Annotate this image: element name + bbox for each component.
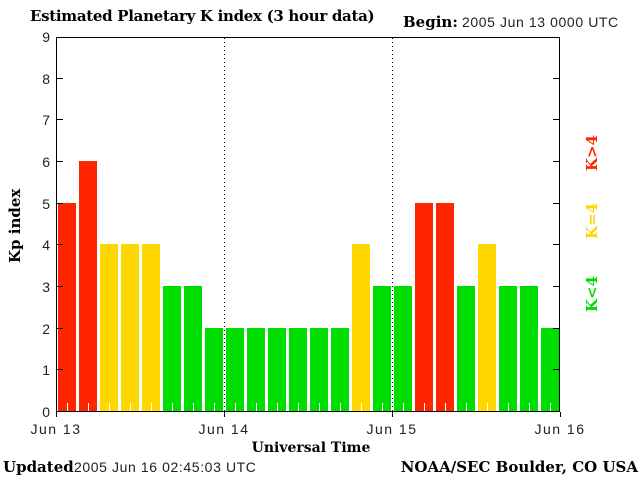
updated-label: Updated xyxy=(3,458,74,476)
updated-timestamp: 2005 Jun 16 02:45:03 UTC xyxy=(74,459,257,475)
kp-bar xyxy=(477,244,496,411)
day-boundary-tick xyxy=(56,412,57,417)
kp-bar xyxy=(414,203,433,411)
x-day-label: Jun 13 xyxy=(30,421,82,437)
x-day-label: Jun 15 xyxy=(366,421,418,437)
kp-bar xyxy=(330,328,349,411)
x-minor-tick xyxy=(213,403,215,411)
x-minor-tick xyxy=(87,403,89,411)
chart-title: Estimated Planetary K index (3 hour data… xyxy=(30,7,375,25)
legend-k-gt-4: K>4 xyxy=(583,134,601,172)
y-tick-left xyxy=(57,244,63,246)
y-tick-left xyxy=(57,119,63,121)
x-minor-tick xyxy=(402,403,404,411)
y-tick-left xyxy=(57,369,63,371)
kp-bar xyxy=(351,244,370,411)
x-minor-tick xyxy=(297,403,299,411)
y-tick-right xyxy=(553,286,559,287)
y-tick-right xyxy=(553,119,559,121)
x-axis-title: Universal Time xyxy=(251,440,371,456)
x-minor-tick xyxy=(423,403,425,411)
y-tick-label: 8 xyxy=(42,70,50,87)
y-tick-label: 6 xyxy=(42,154,50,170)
x-minor-tick xyxy=(444,403,446,411)
y-tick-label: 4 xyxy=(42,237,50,254)
x-minor-tick xyxy=(360,403,362,411)
y-tick-left xyxy=(57,161,63,162)
day-boundary-tick xyxy=(560,412,561,417)
y-tick-left xyxy=(57,77,63,79)
kp-bar xyxy=(372,286,391,411)
y-tick-label: 7 xyxy=(42,112,50,129)
kp-bar xyxy=(141,244,160,411)
kp-bar xyxy=(246,328,265,411)
x-minor-tick xyxy=(255,403,257,411)
y-tick-left xyxy=(57,202,63,204)
source-credit: NOAA/SEC Boulder, CO USA xyxy=(400,458,638,476)
kp-bar xyxy=(78,161,97,411)
x-minor-tick xyxy=(276,403,278,411)
y-tick-right xyxy=(553,327,559,329)
kp-bar xyxy=(225,328,244,411)
day-boundary-tick xyxy=(392,412,393,417)
kp-bar xyxy=(204,328,223,411)
x-minor-tick xyxy=(108,403,110,411)
kp-bar xyxy=(162,286,181,411)
day-boundary-gridline xyxy=(392,38,393,411)
x-minor-tick xyxy=(381,403,383,411)
y-tick-label: 1 xyxy=(42,362,50,379)
x-day-label: Jun 14 xyxy=(198,421,250,437)
x-minor-tick xyxy=(192,403,194,411)
kp-bar xyxy=(99,244,118,411)
begin-label: Begin: xyxy=(403,13,458,31)
kp-bar xyxy=(309,328,328,411)
legend-k-lt-4: K<4 xyxy=(583,275,601,313)
x-minor-tick xyxy=(129,403,131,411)
kp-bar xyxy=(120,244,139,411)
kp-bar xyxy=(288,328,307,411)
x-minor-tick xyxy=(507,403,509,411)
kp-bar xyxy=(183,286,202,411)
y-tick-right xyxy=(553,77,559,79)
y-tick-label: 9 xyxy=(42,29,50,45)
x-minor-tick xyxy=(150,403,152,411)
begin-value: 2005 Jun 13 0000 UTC xyxy=(462,14,619,30)
y-tick-label: 3 xyxy=(42,279,50,295)
x-minor-tick xyxy=(486,403,488,411)
kp-bar xyxy=(267,328,286,411)
y-axis-title: Kp index xyxy=(6,188,24,264)
kp-bar xyxy=(519,286,538,411)
y-tick-right xyxy=(553,244,559,246)
day-boundary-gridline xyxy=(224,38,225,411)
y-tick-right xyxy=(553,202,559,204)
plot-area xyxy=(56,37,560,412)
y-tick-label: 2 xyxy=(42,320,50,337)
kp-bar xyxy=(393,286,412,411)
y-tick-label: 0 xyxy=(42,404,50,420)
kp-bar xyxy=(540,328,559,411)
kp-bar xyxy=(435,203,454,411)
y-tick-label: 5 xyxy=(42,195,50,212)
y-tick-left xyxy=(57,327,63,329)
x-minor-tick xyxy=(66,403,68,411)
kp-bar xyxy=(57,203,76,411)
y-tick-left xyxy=(57,286,63,287)
y-tick-right xyxy=(553,161,559,162)
x-minor-tick xyxy=(549,403,551,411)
y-tick-right xyxy=(553,369,559,371)
x-minor-tick xyxy=(465,403,467,411)
x-day-label: Jun 16 xyxy=(534,421,586,437)
day-boundary-tick xyxy=(224,412,225,417)
kp-bar xyxy=(498,286,517,411)
x-minor-tick xyxy=(234,403,236,411)
x-minor-tick xyxy=(528,403,530,411)
x-minor-tick xyxy=(318,403,320,411)
legend-k-eq-4: K=4 xyxy=(583,202,601,240)
x-minor-tick xyxy=(339,403,341,411)
kp-bar xyxy=(456,286,475,411)
x-minor-tick xyxy=(171,403,173,411)
